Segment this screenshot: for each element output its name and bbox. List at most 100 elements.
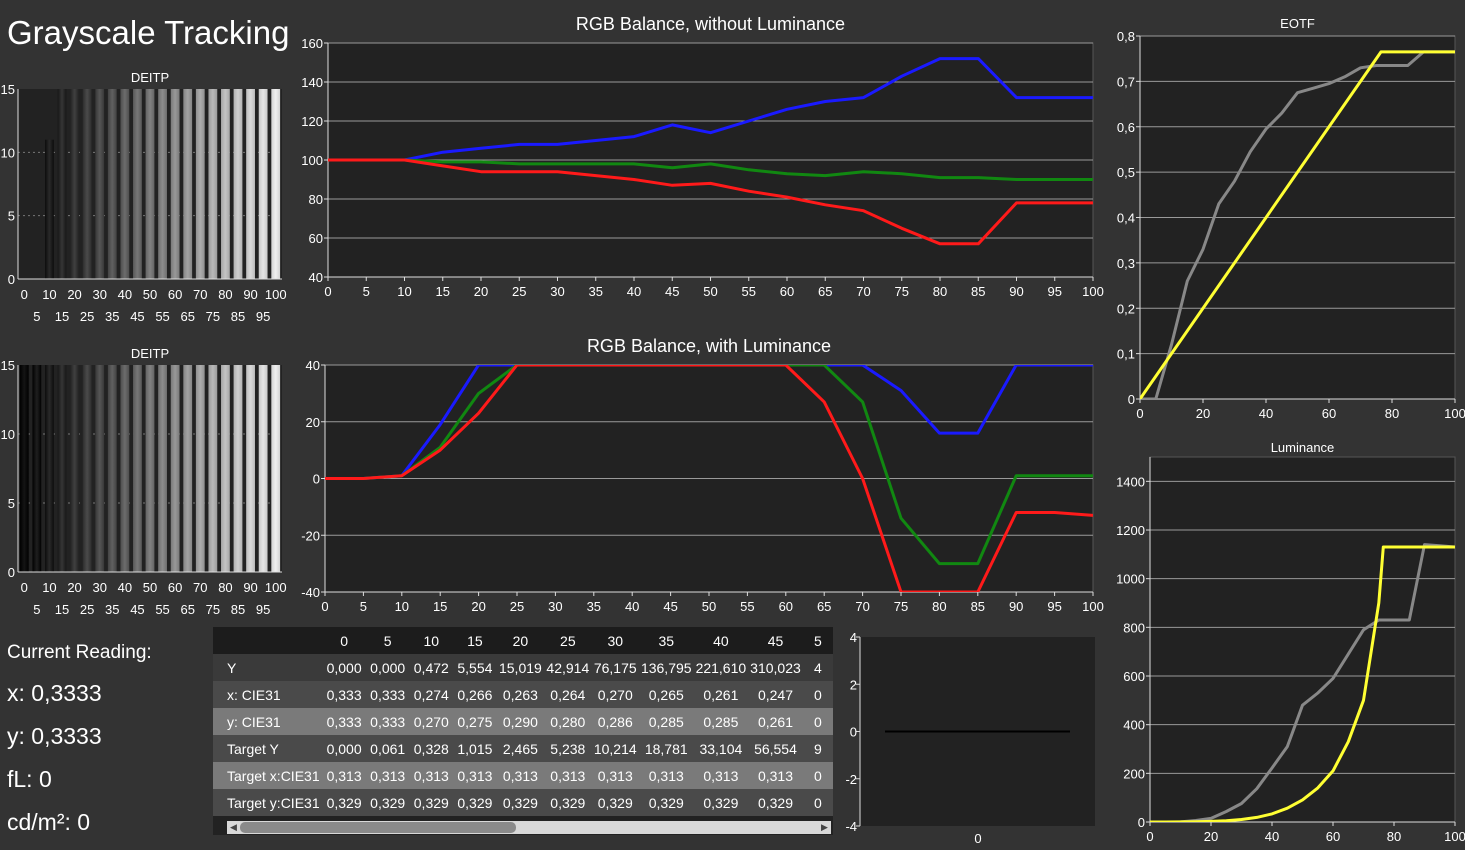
series-line-2 xyxy=(325,365,1093,592)
deitp-bar xyxy=(57,89,67,279)
deitp-bar xyxy=(133,365,142,572)
x-tick-label: 30 xyxy=(92,287,106,302)
x-tick-label: 45 xyxy=(130,602,144,617)
x-tick-label: 20 xyxy=(1196,406,1210,421)
x-reading: x: 0,3333 xyxy=(7,680,102,706)
x-tick-label: 80 xyxy=(932,599,946,614)
table-row[interactable]: y: CIE31 0,333 0,333 0,270 0,275 0,290 0,280 0,… xyxy=(213,708,833,735)
deitp-bar xyxy=(107,365,117,572)
x-tick-label: 0 xyxy=(21,287,28,302)
y-tick-label: 160 xyxy=(301,36,323,51)
table-row[interactable]: Target y:CIE31 0,329 0,329 0,329 0,329 0,329 0… xyxy=(213,789,833,816)
column-header[interactable]: 40 xyxy=(713,632,729,649)
cdm2-reading: cd/m²: 0 xyxy=(7,809,91,835)
column-header[interactable]: 30 xyxy=(607,632,624,649)
column-header[interactable]: 25 xyxy=(560,632,576,649)
column-header[interactable]: 35 xyxy=(658,632,675,649)
table-row[interactable]: Target Y 0,000 0,061 0,328 1,015 2,465 5,238 10… xyxy=(213,735,833,762)
table-cell: 0,333 xyxy=(326,713,362,730)
deitp-bar xyxy=(145,365,155,572)
column-header[interactable]: 5 xyxy=(383,632,392,649)
y-reading: y: 0,3333 xyxy=(7,723,102,749)
column-header[interactable]: 0 xyxy=(340,632,348,649)
scroll-left-arrow-icon[interactable]: ◀ xyxy=(230,822,237,832)
y-tick-label: -40 xyxy=(301,585,320,600)
x-tick-label: 40 xyxy=(118,580,132,595)
current-reading-label: Current Reading: xyxy=(7,642,152,663)
deitp-bar xyxy=(120,365,130,572)
x-tick-label: 30 xyxy=(550,284,564,299)
x-tick-label: 40 xyxy=(1265,829,1279,844)
deitp-bar xyxy=(133,89,142,279)
x-tick-label: 95 xyxy=(256,602,270,617)
table-row[interactable]: Y 0,000 0,000 0,472 5,554 15,019 42,914 76,175 1… xyxy=(213,654,833,681)
table-cell: 56,554 xyxy=(754,740,797,757)
table-cell: 0,329 xyxy=(550,794,586,811)
x-tick-label: 65 xyxy=(180,602,194,617)
y-tick-label: 200 xyxy=(1123,766,1145,781)
table-cell: 0,264 xyxy=(550,686,586,703)
x-tick-label: 50 xyxy=(143,580,157,595)
x-tick-label: 50 xyxy=(703,284,717,299)
table-cell: 0,313 xyxy=(648,767,684,784)
chart-title: Luminance xyxy=(1271,440,1335,455)
x-tick-label: 55 xyxy=(155,602,169,617)
table-cell: 76,175 xyxy=(593,659,637,676)
table-cell: 0,329 xyxy=(413,794,449,811)
row-label: Target Y xyxy=(227,740,279,757)
column-header[interactable]: 5 xyxy=(813,632,822,649)
x-tick-label: 75 xyxy=(895,284,909,299)
x-tick-label: 90 xyxy=(1009,599,1023,614)
chart-title: RGB Balance, without Luminance xyxy=(576,14,845,34)
column-header[interactable]: 45 xyxy=(767,632,784,649)
table-row[interactable]: Target x:CIE31 0,313 0,313 0,313 0,313 0,313 0… xyxy=(213,762,833,789)
data-table[interactable]: 0 5 10 15 20 25 30 35 40 45 5 Y 0,000 0,000 0,472 5,554… xyxy=(213,627,833,835)
table-cell: 0,313 xyxy=(502,767,538,784)
column-header[interactable]: 10 xyxy=(423,632,440,649)
table-cell: 0,472 xyxy=(413,659,449,676)
y-tick-label: 0 xyxy=(8,565,15,580)
x-tick-label: 95 xyxy=(1048,284,1062,299)
x-tick-label: 30 xyxy=(548,599,562,614)
row-label: Target x:CIE31 xyxy=(227,767,320,784)
table-cell: 4 xyxy=(813,659,822,676)
table-cell: 33,104 xyxy=(699,740,743,757)
x-tick-label: 0 xyxy=(21,580,28,595)
x-tick-label: 70 xyxy=(855,599,869,614)
scroll-thumb[interactable] xyxy=(240,822,516,833)
y-tick-label: 140 xyxy=(301,75,323,90)
deitp-bar xyxy=(145,89,155,279)
table-cell: 0 xyxy=(813,686,822,703)
y-tick-label: 0,7 xyxy=(1117,74,1135,89)
deitp-bar xyxy=(246,89,255,279)
deitp-bar xyxy=(208,365,218,572)
table-cell: 0,285 xyxy=(648,713,684,730)
table-header-row: 0 5 10 15 20 25 30 35 40 45 5 xyxy=(213,627,833,654)
table-cell: 10,214 xyxy=(593,740,637,757)
x-tick-label: 100 xyxy=(1444,406,1465,421)
table-cell: 0,061 xyxy=(370,740,406,757)
x-tick-label: 50 xyxy=(143,287,157,302)
table-cell: 0,313 xyxy=(703,767,739,784)
scroll-right-arrow-icon[interactable]: ▶ xyxy=(821,822,828,832)
y-tick-label: 600 xyxy=(1123,669,1145,684)
series-line-0 xyxy=(1140,50,1455,399)
x-tick-label: 15 xyxy=(55,602,69,617)
table-cell: 0,313 xyxy=(326,767,362,784)
y-tick-label: 15 xyxy=(1,82,15,97)
table-cell: 0,328 xyxy=(413,740,449,757)
table-cell: 0,274 xyxy=(413,686,449,703)
column-header[interactable]: 15 xyxy=(467,632,483,649)
deitp-bar xyxy=(195,365,205,572)
x-tick-label: 100 xyxy=(265,580,287,595)
x-tick-label: 70 xyxy=(193,580,207,595)
column-header[interactable]: 20 xyxy=(512,632,529,649)
table-cell: 310,023 xyxy=(750,659,801,676)
x-tick-label: 5 xyxy=(363,284,370,299)
x-tick-label: 40 xyxy=(625,599,639,614)
table-cell: 0,313 xyxy=(370,767,406,784)
table-row[interactable]: x: CIE31 0,333 0,333 0,274 0,266 0,263 0,264 0,… xyxy=(213,681,833,708)
table-cell: 0,333 xyxy=(370,713,406,730)
x-tick-label: 100 xyxy=(1082,284,1104,299)
